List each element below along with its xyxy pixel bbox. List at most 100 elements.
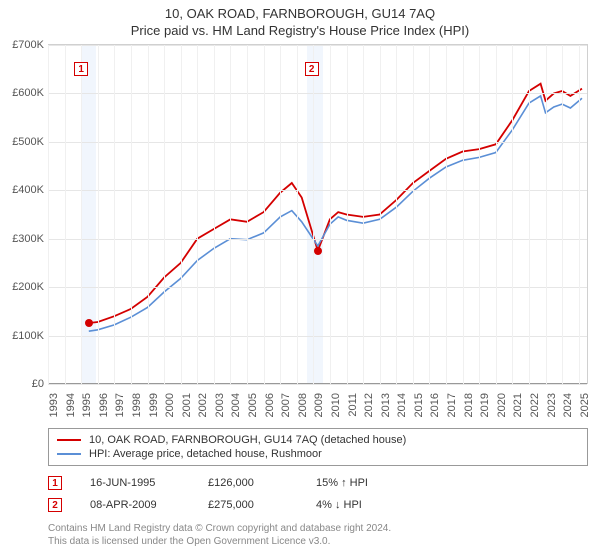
- x-tick-label: 1999: [148, 393, 160, 423]
- grid-line-h: [48, 239, 587, 240]
- footer-line: Contains HM Land Registry data © Crown c…: [48, 522, 588, 535]
- record-row: 116-JUN-1995£126,00015% ↑ HPI: [48, 472, 588, 494]
- grid-line-v: [479, 45, 480, 384]
- x-tick-label: 2005: [247, 393, 259, 423]
- grid-line-h: [48, 93, 587, 94]
- grid-line-v: [463, 45, 464, 384]
- chart-container: 10, OAK ROAD, FARNBOROUGH, GU14 7AQ Pric…: [0, 0, 600, 560]
- sale-point-marker: [314, 247, 322, 255]
- chart-subtitle: Price paid vs. HM Land Registry's House …: [0, 21, 600, 44]
- grid-line-v: [164, 45, 165, 384]
- x-tick-label: 2007: [280, 393, 292, 423]
- grid-line-v: [48, 45, 49, 384]
- grid-line-v: [81, 45, 82, 384]
- x-tick-label: 2021: [512, 393, 524, 423]
- sale-point-marker: [85, 319, 93, 327]
- record-hpi-delta: 15% ↑ HPI: [316, 477, 368, 489]
- x-tick-label: 2024: [562, 393, 574, 423]
- grid-line-v: [214, 45, 215, 384]
- legend-swatch: [57, 453, 81, 455]
- legend-item: 10, OAK ROAD, FARNBOROUGH, GU14 7AQ (det…: [57, 433, 579, 447]
- grid-line-v: [264, 45, 265, 384]
- grid-line-v: [446, 45, 447, 384]
- grid-line-v: [347, 45, 348, 384]
- legend-label: HPI: Average price, detached house, Rush…: [89, 448, 322, 460]
- grid-line-v: [98, 45, 99, 384]
- grid-line-v: [363, 45, 364, 384]
- footer-line: This data is licensed under the Open Gov…: [48, 535, 588, 548]
- grid-line-v: [579, 45, 580, 384]
- record-marker: 2: [48, 498, 62, 512]
- grid-line-v: [380, 45, 381, 384]
- x-tick-label: 1994: [65, 393, 77, 423]
- x-tick-label: 1998: [131, 393, 143, 423]
- grid-line-h: [48, 384, 587, 385]
- grid-line-v: [413, 45, 414, 384]
- y-tick-label: £200K: [0, 281, 44, 293]
- grid-line-v: [297, 45, 298, 384]
- x-tick-label: 2015: [413, 393, 425, 423]
- record-row: 2 08-APR-2009 £275,000 4% ↓ HPI: [48, 494, 588, 516]
- record-date: 16-JUN-1995: [90, 477, 180, 489]
- grid-line-v: [512, 45, 513, 384]
- legend-item: HPI: Average price, detached house, Rush…: [57, 447, 579, 461]
- legend-box: 10, OAK ROAD, FARNBOROUGH, GU14 7AQ (det…: [48, 428, 588, 466]
- x-tick-label: 2019: [479, 393, 491, 423]
- x-tick-label: 2020: [496, 393, 508, 423]
- legend-label: 10, OAK ROAD, FARNBOROUGH, GU14 7AQ (det…: [89, 434, 406, 446]
- grid-line-h: [48, 45, 587, 46]
- record-date: 08-APR-2009: [90, 499, 180, 511]
- grid-line-v: [313, 45, 314, 384]
- y-tick-label: £100K: [0, 330, 44, 342]
- annotation-box: 2: [305, 62, 319, 76]
- x-tick-label: 2012: [363, 393, 375, 423]
- x-tick-label: 2013: [380, 393, 392, 423]
- line-series-svg: [48, 45, 587, 384]
- x-tick-label: 2017: [446, 393, 458, 423]
- y-tick-label: £700K: [0, 39, 44, 51]
- grid-line-v: [496, 45, 497, 384]
- x-tick-label: 2001: [181, 393, 193, 423]
- grid-line-v: [529, 45, 530, 384]
- x-tick-label: 2008: [297, 393, 309, 423]
- grid-line-h: [48, 190, 587, 191]
- x-tick-label: 2004: [230, 393, 242, 423]
- grid-line-v: [396, 45, 397, 384]
- grid-line-v: [429, 45, 430, 384]
- x-tick-label: 2011: [347, 393, 359, 423]
- record-price: £126,000: [208, 477, 288, 489]
- y-tick-label: £600K: [0, 87, 44, 99]
- x-tick-label: 1997: [114, 393, 126, 423]
- y-tick-label: £500K: [0, 136, 44, 148]
- chart-plot-area: £0£100K£200K£300K£400K£500K£600K£700K199…: [48, 44, 588, 384]
- grid-line-v: [247, 45, 248, 384]
- x-tick-label: 2018: [463, 393, 475, 423]
- footer-attribution: Contains HM Land Registry data © Crown c…: [48, 522, 588, 548]
- x-tick-label: 2000: [164, 393, 176, 423]
- grid-line-v: [197, 45, 198, 384]
- grid-line-h: [48, 142, 587, 143]
- grid-line-h: [48, 336, 587, 337]
- grid-line-v: [280, 45, 281, 384]
- x-tick-label: 2022: [529, 393, 541, 423]
- x-tick-label: 1993: [48, 393, 60, 423]
- grid-line-v: [330, 45, 331, 384]
- grid-line-v: [65, 45, 66, 384]
- record-hpi-delta: 4% ↓ HPI: [316, 499, 362, 511]
- x-tick-label: 2002: [197, 393, 209, 423]
- grid-line-v: [114, 45, 115, 384]
- y-tick-label: £300K: [0, 233, 44, 245]
- grid-line-v: [562, 45, 563, 384]
- grid-line-v: [148, 45, 149, 384]
- x-tick-label: 2014: [396, 393, 408, 423]
- annotation-box: 1: [74, 62, 88, 76]
- chart-title: 10, OAK ROAD, FARNBOROUGH, GU14 7AQ: [0, 0, 600, 21]
- y-tick-label: £400K: [0, 184, 44, 196]
- x-tick-label: 1996: [98, 393, 110, 423]
- grid-line-v: [131, 45, 132, 384]
- grid-line-v: [230, 45, 231, 384]
- record-price: £275,000: [208, 499, 288, 511]
- x-tick-label: 1995: [81, 393, 93, 423]
- x-tick-label: 2006: [264, 393, 276, 423]
- x-tick-label: 2025: [579, 393, 591, 423]
